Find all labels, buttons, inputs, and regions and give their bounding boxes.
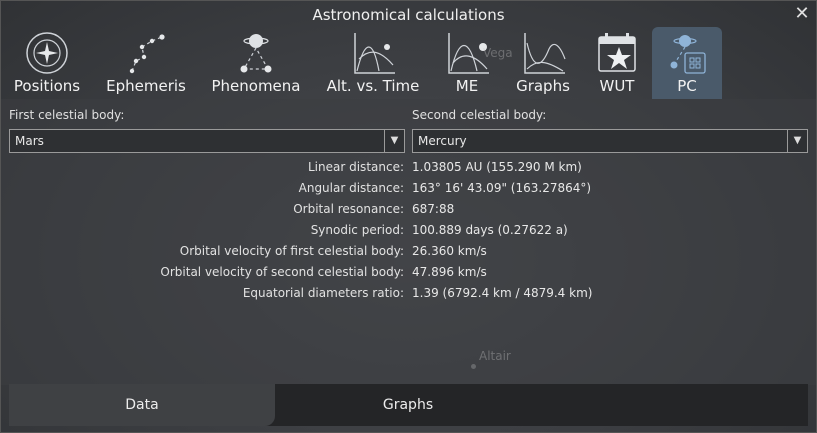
tab-data[interactable]: Data bbox=[9, 384, 275, 426]
result-value: 1.39 (6792.4 km / 4879.4 km) bbox=[412, 286, 593, 300]
me-icon bbox=[448, 33, 489, 74]
result-key: Linear distance: bbox=[308, 160, 404, 174]
first-body-value: Mars bbox=[15, 134, 44, 148]
window-title: Astronomical calculations bbox=[312, 6, 505, 24]
tab-label: WUT bbox=[599, 77, 635, 95]
tab-bar: Positions Ephemeris Phenomena bbox=[1, 27, 816, 99]
first-body-label: First celestial body: bbox=[9, 108, 125, 122]
chevron-down-icon[interactable]: ▼ bbox=[787, 130, 807, 152]
result-row: Synodic period: 100.889 days (0.27622 a) bbox=[1, 220, 816, 241]
tab-graphs[interactable]: Graphs bbox=[509, 27, 577, 99]
result-row: Linear distance: 1.03805 AU (155.290 M k… bbox=[1, 157, 816, 178]
tab-ephemeris[interactable]: Ephemeris bbox=[101, 27, 191, 99]
sky-star bbox=[471, 364, 476, 369]
second-body-select[interactable]: Mercury ▼ bbox=[412, 129, 808, 153]
bottom-tab-bar: Data Graphs bbox=[9, 384, 808, 426]
close-icon[interactable]: ✕ bbox=[794, 3, 810, 24]
tab-label: ME bbox=[455, 77, 479, 95]
tab-phenomena[interactable]: Phenomena bbox=[207, 27, 305, 99]
second-body-label: Second celestial body: bbox=[412, 108, 547, 122]
result-value: 1.03805 AU (155.290 M km) bbox=[412, 160, 582, 174]
positions-icon bbox=[26, 32, 68, 74]
result-key: Equatorial diameters ratio: bbox=[242, 286, 404, 300]
ephemeris-icon bbox=[129, 34, 165, 74]
tab-graphs-bottom[interactable]: Graphs bbox=[382, 397, 434, 413]
result-key: Orbital velocity of second celestial bod… bbox=[160, 265, 404, 279]
tab-label: PC bbox=[677, 77, 697, 95]
chevron-down-icon[interactable]: ▼ bbox=[384, 130, 404, 152]
result-value: 687:88 bbox=[412, 202, 455, 216]
results-list: Linear distance: 1.03805 AU (155.290 M k… bbox=[1, 157, 816, 304]
result-value: 100.889 days (0.27622 a) bbox=[412, 223, 568, 237]
tab-alt-vs-time[interactable]: Alt. vs. Time bbox=[321, 27, 425, 99]
result-row: Orbital velocity of second celestial bod… bbox=[1, 262, 816, 283]
result-key: Orbital resonance: bbox=[293, 202, 404, 216]
wut-calendar-icon bbox=[598, 33, 636, 72]
pc-icon bbox=[670, 35, 706, 74]
first-body-select[interactable]: Mars ▼ bbox=[9, 129, 405, 153]
second-body-value: Mercury bbox=[418, 134, 467, 148]
tab-label: Positions bbox=[13, 77, 81, 95]
tab-label: Ephemeris bbox=[106, 77, 186, 95]
result-value: 47.896 km/s bbox=[412, 265, 487, 279]
tab-positions[interactable]: Positions bbox=[7, 27, 87, 99]
alt-vs-time-icon bbox=[354, 33, 395, 74]
sky-label-altair: Altair bbox=[479, 349, 511, 363]
result-row: Orbital resonance: 687:88 bbox=[1, 199, 816, 220]
tab-label: Graphs bbox=[516, 77, 570, 95]
tab-label: Alt. vs. Time bbox=[326, 77, 420, 95]
pc-panel: First celestial body: Mars ▼ Second cele… bbox=[1, 46, 816, 385]
result-key: Synodic period: bbox=[310, 223, 404, 237]
result-row: Orbital velocity of first celestial body… bbox=[1, 241, 816, 262]
tab-label: Phenomena bbox=[211, 77, 301, 95]
result-row: Equatorial diameters ratio: 1.39 (6792.4… bbox=[1, 283, 816, 304]
tab-me[interactable]: ME bbox=[441, 27, 493, 99]
result-value: 163° 16' 43.09" (163.27864°) bbox=[412, 181, 592, 195]
tab-wut[interactable]: WUT bbox=[591, 27, 643, 99]
result-value: 26.360 km/s bbox=[412, 244, 487, 258]
phenomena-icon bbox=[240, 34, 272, 73]
result-key: Orbital velocity of first celestial body… bbox=[179, 244, 404, 258]
sky-label-vega: Vega bbox=[483, 46, 513, 60]
result-key: Angular distance: bbox=[298, 181, 404, 195]
tab-pc[interactable]: PC bbox=[652, 27, 722, 99]
result-row: Angular distance: 163° 16' 43.09" (163.2… bbox=[1, 178, 816, 199]
graphs-icon bbox=[524, 33, 566, 74]
